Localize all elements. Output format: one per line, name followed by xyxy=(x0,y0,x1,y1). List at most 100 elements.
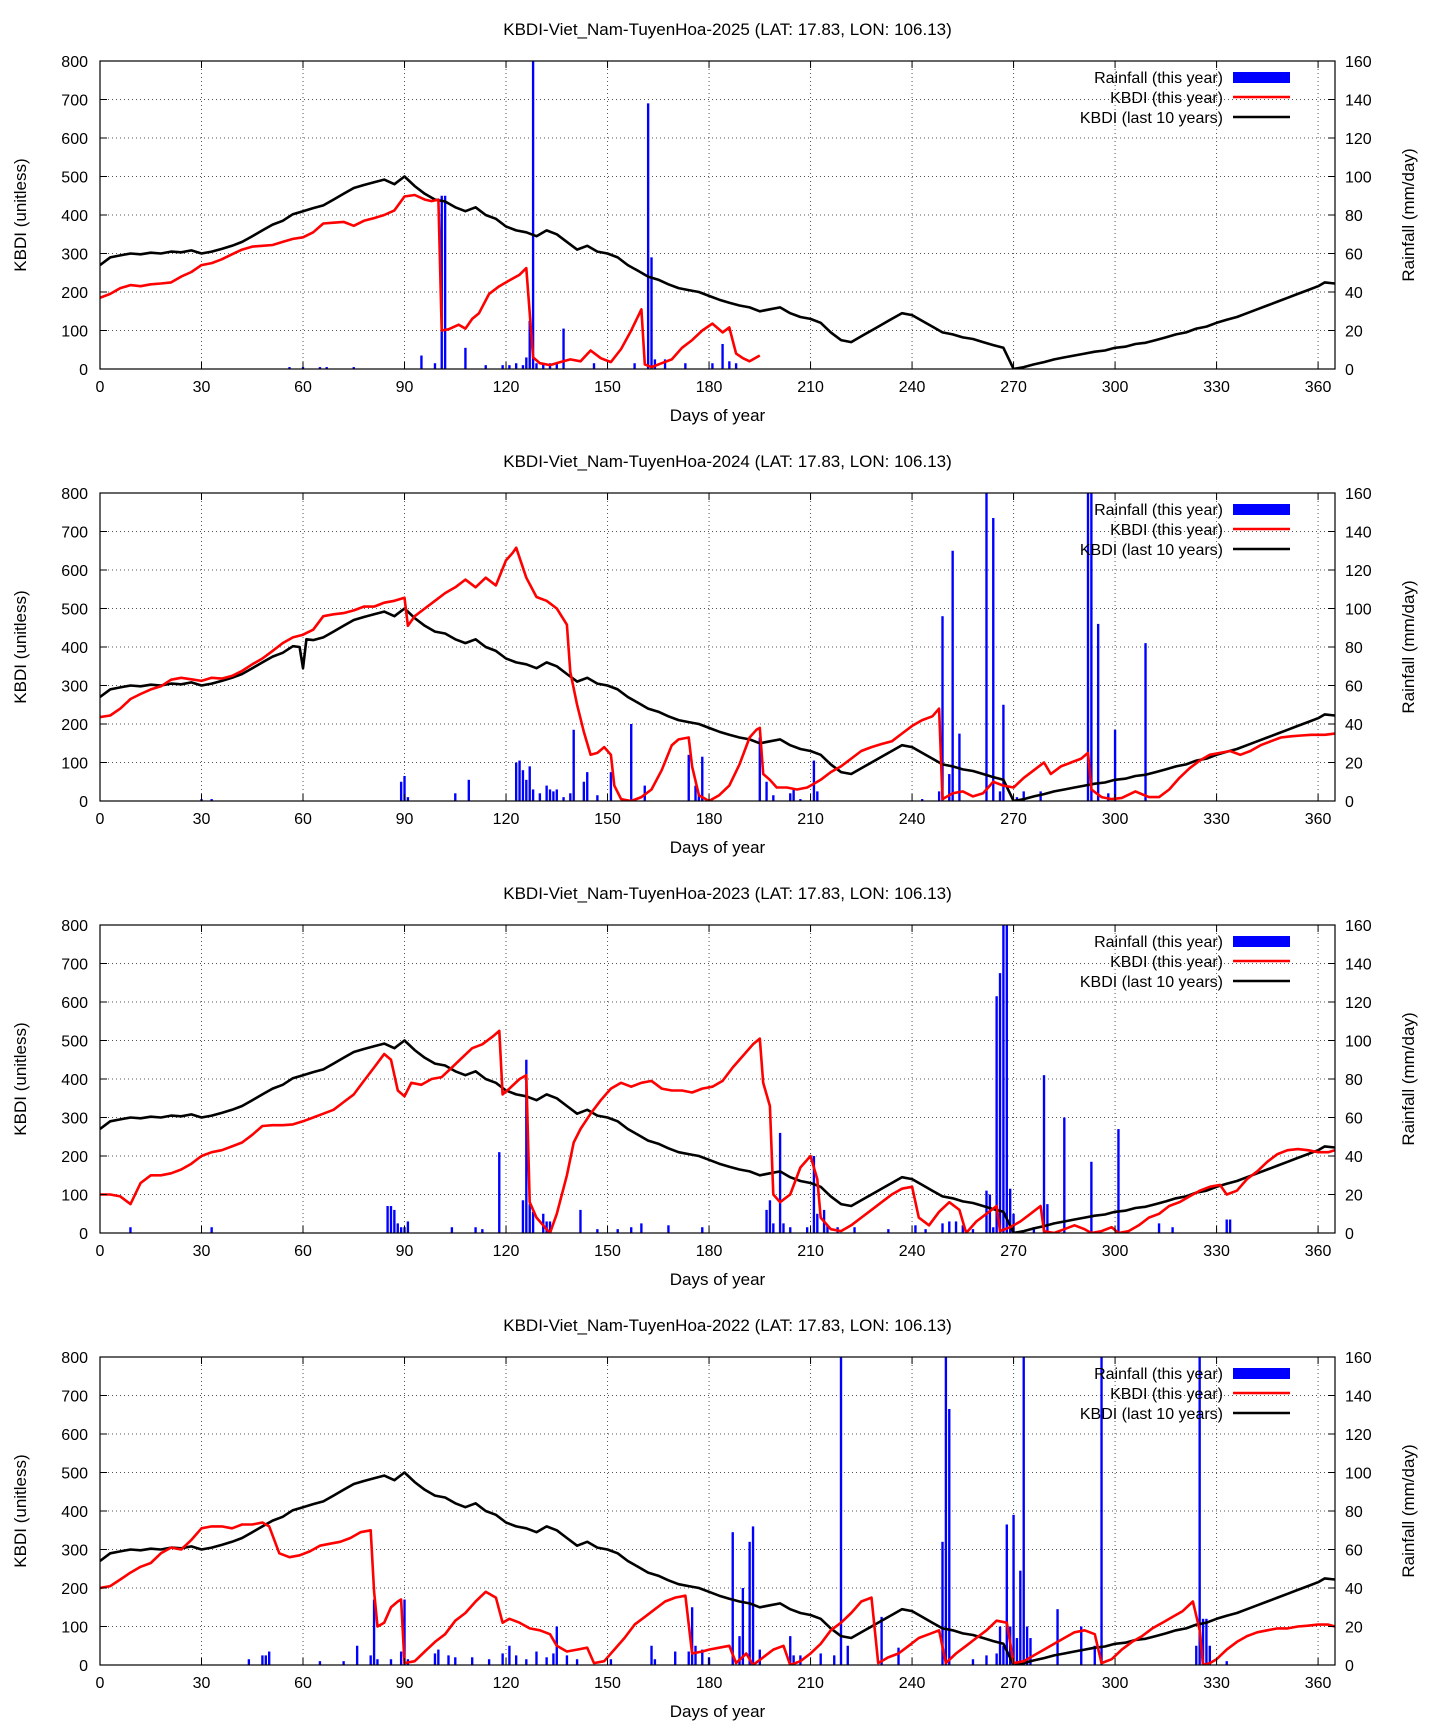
rainfall-bar xyxy=(663,359,667,369)
y-right-axis-title: Rainfall (mm/day) xyxy=(1399,580,1418,713)
rainfall-bar xyxy=(545,785,548,801)
rainfall-bar xyxy=(579,1209,582,1233)
x-axis-title: Days of year xyxy=(670,1702,766,1721)
rainfall-bar xyxy=(498,1152,501,1233)
rainfall-bar xyxy=(985,1655,988,1665)
x-tick-label: 240 xyxy=(899,1675,926,1692)
x-tick-label: 180 xyxy=(696,379,723,396)
rainfall-bar xyxy=(1201,1618,1205,1665)
plot-frame xyxy=(99,924,1336,1234)
rainfall-bar xyxy=(616,1229,619,1233)
rainfall-bar xyxy=(562,328,565,369)
y-right-tick-label: 160 xyxy=(1345,918,1372,935)
legend-label-kbdi10: KBDI (last 10 years) xyxy=(1080,542,1223,559)
rainfall-bar xyxy=(812,1156,816,1233)
rainfall-bar xyxy=(741,1588,745,1665)
rainfall-bar xyxy=(812,760,816,801)
rainfall-bar xyxy=(1113,729,1117,801)
chart-title: KBDI-Viet_Nam-TuyenHoa-2024 (LAT: 17.83,… xyxy=(503,452,952,471)
y-right-tick-label: 140 xyxy=(1345,93,1372,110)
x-tick-label: 210 xyxy=(797,379,824,396)
rainfall-bar xyxy=(640,1223,643,1233)
rainfall-bar xyxy=(765,781,768,801)
y-right-tick-label: 0 xyxy=(1345,1226,1354,1243)
rainfall-bar xyxy=(687,754,690,801)
x-tick-label: 60 xyxy=(294,811,312,828)
rainfall-bar xyxy=(508,365,511,369)
x-tick-label: 0 xyxy=(96,1243,105,1260)
rainfall-bar xyxy=(765,1209,768,1233)
legend-label-kbdi: KBDI (this year) xyxy=(1110,1386,1223,1403)
y-right-tick-label: 160 xyxy=(1345,54,1372,71)
rainfall-bar xyxy=(1086,493,1090,801)
rainfall-bar xyxy=(985,493,988,801)
y-left-tick-label: 200 xyxy=(61,717,88,734)
rainfall-bar xyxy=(501,1653,504,1665)
x-tick-label: 300 xyxy=(1102,1243,1129,1260)
x-tick-label: 240 xyxy=(899,379,926,396)
y-left-tick-label: 700 xyxy=(61,525,88,542)
rainfall-bar xyxy=(674,1651,677,1665)
rainfall-bar xyxy=(514,1655,518,1665)
rainfall-bar xyxy=(399,1227,403,1233)
y-left-tick-label: 800 xyxy=(61,918,88,935)
rainfall-bar xyxy=(406,1221,410,1233)
legend-label-rain: Rainfall (this year) xyxy=(1094,934,1223,951)
y-right-tick-label: 100 xyxy=(1345,170,1372,187)
rainfall-bar xyxy=(596,1229,599,1233)
x-tick-label: 60 xyxy=(294,1675,312,1692)
y-left-tick-label: 0 xyxy=(79,1226,88,1243)
x-tick-label: 270 xyxy=(1000,811,1027,828)
y-left-tick-label: 200 xyxy=(61,1581,88,1598)
rainfall-bar xyxy=(433,1653,437,1665)
rainfall-bar xyxy=(369,1655,372,1665)
x-tick-label: 180 xyxy=(696,811,723,828)
rainfall-bar xyxy=(816,1213,819,1233)
y-left-tick-label: 800 xyxy=(61,486,88,503)
kbdi-this-year-line xyxy=(100,1029,1335,1233)
rainfall-bar xyxy=(1025,1626,1029,1665)
legend-label-kbdi10: KBDI (last 10 years) xyxy=(1080,110,1223,127)
rainfall-bar xyxy=(1005,925,1008,1233)
rainfall-bar xyxy=(1090,493,1093,801)
rainfall-bar xyxy=(971,1659,975,1665)
rainfall-bar xyxy=(998,1626,1002,1665)
rainfall-bar xyxy=(1225,1661,1228,1665)
kbdi-this-year-line xyxy=(100,193,761,369)
rainfall-bar xyxy=(586,772,589,801)
y-left-tick-label: 800 xyxy=(61,1350,88,1367)
y-left-tick-label: 300 xyxy=(61,679,88,696)
rainfall-bar xyxy=(545,1657,548,1665)
rainfall-bar xyxy=(1093,1645,1096,1665)
x-tick-label: 150 xyxy=(594,1243,621,1260)
x-tick-label: 240 xyxy=(899,1243,926,1260)
y-left-tick-label: 600 xyxy=(61,1427,88,1444)
rainfall-bar xyxy=(782,1223,785,1233)
rainfall-bar xyxy=(514,363,518,369)
chart-title: KBDI-Viet_Nam-TuyenHoa-2023 (LAT: 17.83,… xyxy=(503,884,952,903)
x-tick-label: 60 xyxy=(294,379,312,396)
rainfall-bar xyxy=(1022,1357,1025,1665)
y-left-tick-label: 600 xyxy=(61,131,88,148)
rainfall-bar xyxy=(758,737,761,801)
y-left-tick-label: 200 xyxy=(61,285,88,302)
legend-label-kbdi10: KBDI (last 10 years) xyxy=(1080,1406,1223,1423)
x-tick-label: 330 xyxy=(1203,379,1230,396)
legend-swatch-rain xyxy=(1233,936,1290,947)
rainfall-bar xyxy=(531,61,535,369)
rainfall-bar xyxy=(734,363,738,369)
rainfall-bar xyxy=(728,361,731,369)
kbdi-last-10-years-line xyxy=(100,175,1335,369)
rainfall-bar xyxy=(694,1645,697,1665)
rainfall-bar xyxy=(954,1221,958,1233)
rainfall-bar xyxy=(542,363,545,369)
y-left-tick-label: 300 xyxy=(61,1111,88,1128)
y-right-tick-label: 60 xyxy=(1345,679,1363,696)
y-right-axis-title: Rainfall (mm/day) xyxy=(1399,1012,1418,1145)
rainfall-bar xyxy=(653,359,657,369)
rainfall-bar xyxy=(789,1636,792,1665)
rainfall-bar xyxy=(484,365,487,369)
x-tick-label: 90 xyxy=(396,1243,414,1260)
